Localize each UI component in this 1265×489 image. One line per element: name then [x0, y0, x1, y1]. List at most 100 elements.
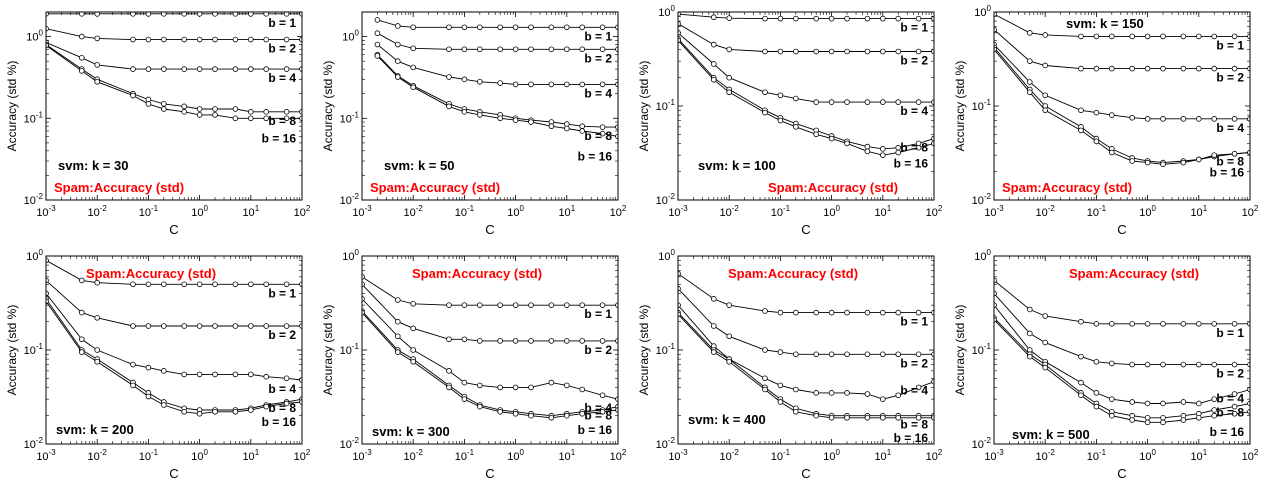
- y-tick-label: 100: [974, 248, 991, 263]
- data-point: [813, 48, 819, 55]
- data-point: [579, 128, 586, 134]
- data-point: [374, 17, 381, 23]
- data-point: [1026, 79, 1033, 85]
- data-point: [446, 302, 452, 308]
- data-point: [678, 285, 681, 292]
- data-point: [528, 24, 534, 31]
- y-tick-label: 10-1: [340, 342, 360, 357]
- data-point: [212, 12, 218, 17]
- data-point: [1129, 361, 1135, 368]
- data-point: [181, 409, 187, 415]
- y-tick-label: 10-1: [972, 98, 992, 113]
- x-tick-label: 10-3: [352, 204, 372, 219]
- data-point: [813, 351, 819, 358]
- data-point: [864, 391, 871, 397]
- data-point: [1109, 112, 1115, 118]
- data-point: [263, 373, 270, 380]
- x-tick-label: 10-2: [404, 448, 424, 463]
- data-point: [864, 309, 871, 316]
- panel-title: Spam:Accuracy (std): [86, 266, 216, 281]
- data-point: [844, 414, 850, 421]
- series-line-b16: [362, 312, 618, 419]
- svm-k-label: svm: k = 150: [1066, 16, 1144, 31]
- data-point: [615, 302, 618, 308]
- data-point: [145, 323, 152, 329]
- x-axis-label: C: [485, 466, 494, 481]
- data-point: [196, 371, 203, 378]
- x-tick-label: 100: [823, 204, 840, 219]
- data-point: [1231, 33, 1238, 40]
- data-point: [1196, 33, 1202, 40]
- data-point: [1144, 414, 1151, 421]
- data-point: [548, 379, 555, 386]
- x-tick-label: 10-1: [1087, 204, 1107, 219]
- data-point: [931, 140, 934, 147]
- series-label: b = 4: [584, 401, 612, 415]
- x-tick-label: 10-3: [352, 448, 372, 463]
- data-point: [1109, 33, 1115, 40]
- y-tick-label: 10-2: [340, 192, 360, 207]
- data-point: [446, 46, 452, 53]
- y-axis-label: Accuracy (std %): [637, 305, 651, 396]
- data-point: [615, 81, 618, 88]
- data-point: [1247, 65, 1250, 72]
- series-label: b = 2: [268, 328, 296, 342]
- data-point: [915, 309, 922, 316]
- data-point: [813, 390, 819, 396]
- data-point: [461, 109, 468, 115]
- data-point: [94, 35, 100, 42]
- data-point: [248, 66, 254, 72]
- data-point: [1026, 353, 1033, 360]
- data-point: [1211, 412, 1218, 419]
- data-point: [931, 309, 934, 316]
- x-tick-label: 10-3: [668, 204, 688, 219]
- series-label: b = 1: [268, 286, 296, 300]
- y-axis-label: Accuracy (std %): [321, 61, 335, 152]
- data-point: [762, 386, 768, 393]
- data-point: [1247, 400, 1250, 407]
- y-tick-label: 10-2: [656, 192, 676, 207]
- data-point: [1180, 320, 1187, 327]
- x-tick-label: 101: [242, 448, 259, 463]
- data-point: [678, 12, 681, 17]
- data-point: [880, 99, 886, 105]
- panel-title: Spam:Accuracy (std): [1002, 180, 1132, 195]
- data-point: [777, 117, 784, 124]
- data-point: [1180, 361, 1187, 368]
- data-point: [161, 36, 167, 43]
- data-point: [915, 144, 922, 151]
- data-point: [564, 412, 570, 419]
- data-point: [196, 12, 203, 17]
- x-tick-label: 10-3: [36, 204, 56, 219]
- data-point: [1042, 62, 1048, 69]
- x-tick-label: 10-1: [139, 448, 159, 463]
- data-point: [1196, 320, 1202, 327]
- data-point: [994, 316, 997, 323]
- data-point: [1078, 392, 1084, 399]
- data-point: [828, 99, 835, 105]
- data-point: [777, 309, 784, 316]
- data-point: [548, 123, 555, 130]
- data-point: [283, 400, 290, 407]
- data-point: [248, 109, 254, 115]
- data-point: [299, 109, 302, 115]
- data-point: [446, 336, 452, 343]
- data-point: [1180, 399, 1187, 405]
- series-label: b = 1: [584, 307, 612, 321]
- series-line-b8: [46, 44, 302, 113]
- data-point: [196, 323, 203, 329]
- data-point: [394, 58, 401, 64]
- svm-k-label: svm: k = 300: [372, 424, 450, 439]
- data-point: [299, 281, 302, 288]
- data-point: [864, 15, 871, 22]
- data-point: [512, 338, 519, 344]
- data-point: [512, 46, 519, 53]
- data-point: [78, 12, 85, 17]
- series-label: b = 1: [1216, 326, 1244, 340]
- data-point: [1026, 89, 1033, 96]
- data-point: [813, 412, 819, 419]
- data-point: [145, 393, 152, 400]
- data-point: [283, 36, 290, 43]
